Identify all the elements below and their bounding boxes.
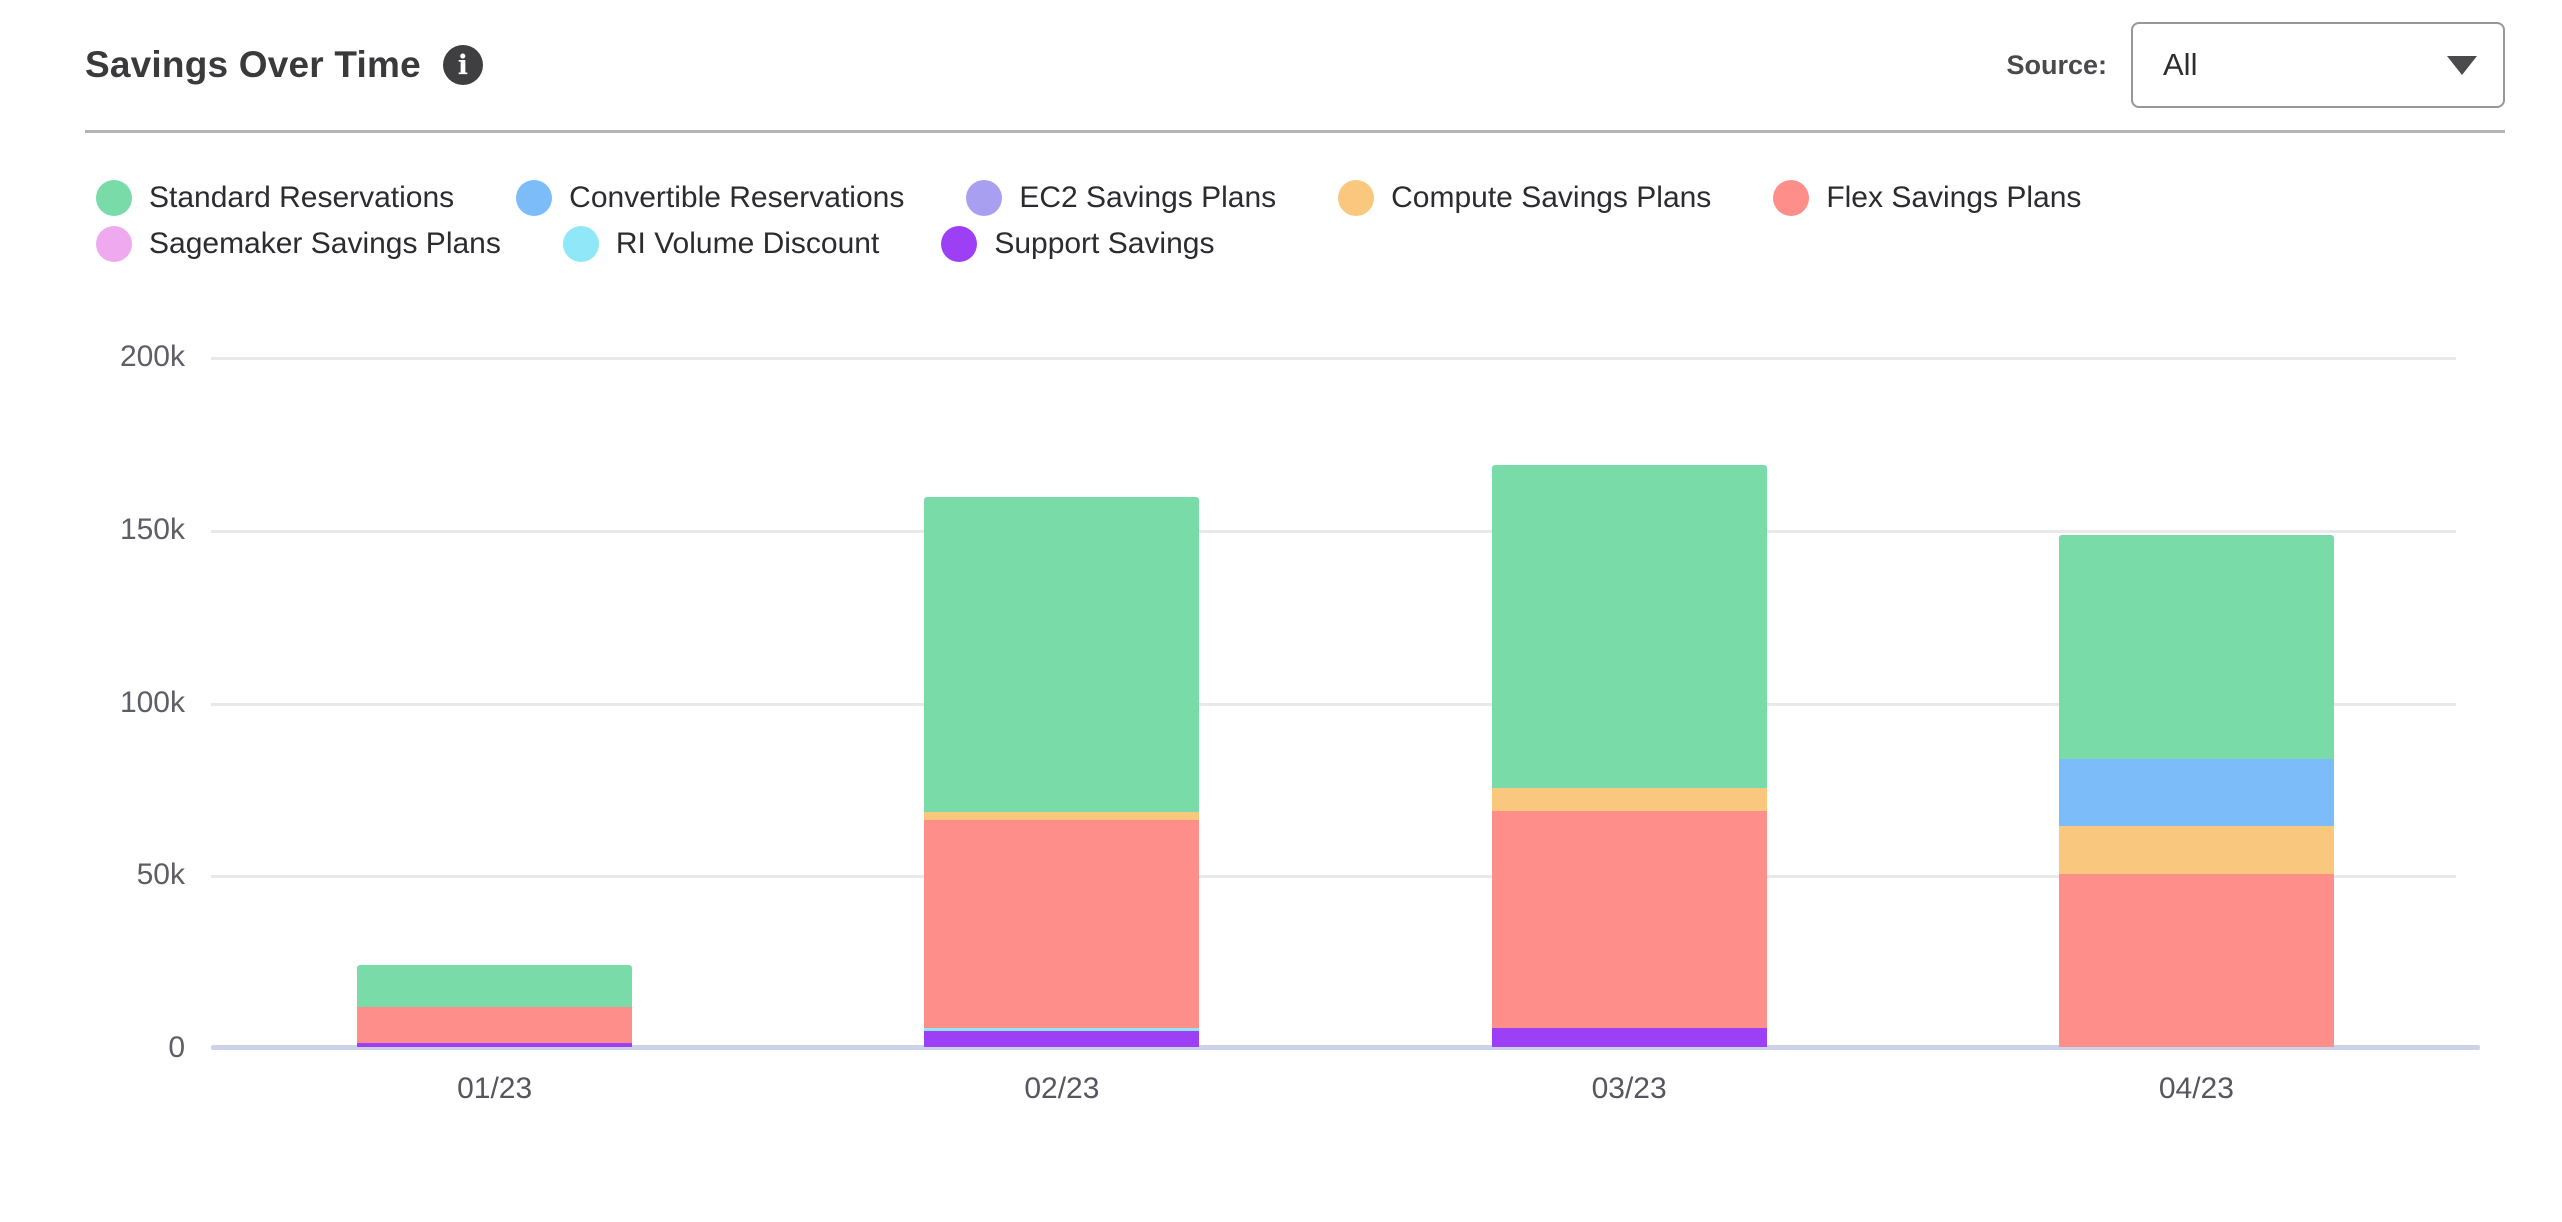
x-tick-label: 03/23	[1591, 1072, 1667, 1105]
page-title: Savings Over Time	[85, 44, 421, 85]
x-tick-label: 02/23	[1024, 1072, 1100, 1105]
y-tick-label: 0	[168, 1031, 185, 1064]
x-tick-label: 01/23	[457, 1072, 533, 1105]
bar-01-23	[357, 964, 633, 1047]
bar-segment-support-savings[interactable]	[357, 1042, 633, 1047]
bar-segment-support-savings[interactable]	[924, 1031, 1200, 1047]
legend-label: RI Volume Discount	[615, 227, 880, 260]
legend-label: Sagemaker Savings Plans	[149, 227, 501, 260]
bar-segment-standard-reservations[interactable]	[357, 964, 633, 1007]
legend-item-convertible-reservations[interactable]: Convertible Reservations	[516, 180, 904, 216]
legend-swatch-icon	[96, 180, 132, 216]
legend: Standard Reservations Convertible Reserva…	[96, 180, 2081, 262]
chevron-down-icon	[2447, 55, 2477, 75]
bar-04-23	[2058, 535, 2334, 1047]
legend-label: Compute Savings Plans	[1391, 181, 1712, 214]
x-axis-line	[211, 1045, 2480, 1050]
info-icon[interactable]: i	[442, 45, 483, 85]
bar-03-23	[1491, 464, 1767, 1047]
gridline	[211, 529, 2456, 533]
legend-item-standard-reservations[interactable]: Standard Reservations	[96, 180, 454, 216]
source-dropdown-value: All	[2163, 47, 2198, 82]
bar-segment-convertible-reservations[interactable]	[2058, 759, 2334, 827]
y-tick-label: 100k	[119, 685, 185, 719]
bar-segment-compute-savings-plans[interactable]	[2058, 826, 2334, 874]
bar-segment-compute-savings-plans[interactable]	[1491, 788, 1767, 812]
legend-item-ec2-savings-plans[interactable]: EC2 Savings Plans	[966, 180, 1276, 216]
bar-segment-compute-savings-plans[interactable]	[924, 812, 1200, 821]
y-tick-label: 50k	[136, 858, 185, 892]
bar-02-23	[924, 496, 1200, 1047]
legend-item-support-savings[interactable]: Support Savings	[941, 226, 1214, 262]
legend-swatch-icon	[516, 180, 553, 216]
plot-area	[211, 357, 2480, 1050]
gridline	[211, 702, 2456, 706]
x-tick-label: 04/23	[2158, 1072, 2234, 1105]
widget-header: Savings Over Time i Source: All	[85, 0, 2505, 133]
legend-swatch-icon	[96, 226, 132, 262]
legend-swatch-icon	[1773, 180, 1810, 216]
y-tick-label: 150k	[119, 512, 185, 546]
source-control: Source: All	[2006, 22, 2505, 108]
bar-segment-flex-savings-plans[interactable]	[1491, 811, 1767, 1028]
legend-item-ri-volume-discount[interactable]: RI Volume Discount	[562, 226, 880, 262]
legend-label: EC2 Savings Plans	[1019, 181, 1277, 214]
bar-segment-standard-reservations[interactable]	[924, 496, 1200, 813]
bar-segment-standard-reservations[interactable]	[2058, 535, 2334, 760]
gridline	[211, 357, 2456, 360]
legend-label: Standard Reservations	[149, 181, 455, 214]
source-label: Source:	[2006, 49, 2107, 80]
legend-swatch-icon	[562, 226, 599, 262]
bar-segment-support-savings[interactable]	[1491, 1028, 1767, 1047]
bar-segment-flex-savings-plans[interactable]	[357, 1006, 633, 1043]
legend-item-sagemaker-savings-plans[interactable]: Sagemaker Savings Plans	[96, 226, 501, 262]
legend-swatch-icon	[1338, 180, 1375, 216]
title-area: Savings Over Time i	[85, 44, 483, 86]
legend-label: Support Savings	[994, 227, 1215, 260]
bar-segment-flex-savings-plans[interactable]	[924, 820, 1200, 1028]
y-tick-label: 200k	[119, 340, 185, 373]
bar-segment-flex-savings-plans[interactable]	[2058, 873, 2334, 1047]
legend-item-compute-savings-plans[interactable]: Compute Savings Plans	[1338, 180, 1711, 216]
legend-swatch-icon	[966, 180, 1003, 216]
source-dropdown[interactable]: All	[2131, 22, 2505, 108]
bar-segment-standard-reservations[interactable]	[1491, 464, 1767, 789]
gridline	[211, 875, 2456, 879]
legend-row: Standard Reservations Convertible Reserva…	[96, 180, 2081, 216]
legend-swatch-icon	[941, 226, 978, 262]
legend-item-flex-savings-plans[interactable]: Flex Savings Plans	[1773, 180, 2081, 216]
legend-label: Flex Savings Plans	[1826, 181, 2082, 214]
bar-segment-ri-volume-discount[interactable]	[924, 1027, 1200, 1032]
legend-label: Convertible Reservations	[569, 181, 905, 214]
legend-row: Sagemaker Savings Plans RI Volume Discoun…	[96, 226, 2081, 262]
